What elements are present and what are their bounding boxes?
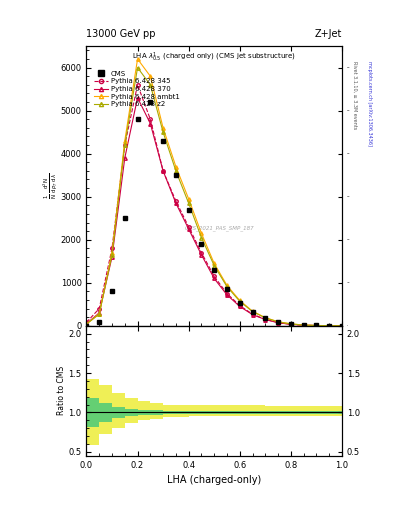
- Text: Rivet 3.1.10, ≥ 3.3M events: Rivet 3.1.10, ≥ 3.3M events: [352, 61, 357, 130]
- Text: LHA $\lambda^{1}_{0.5}$ (charged only) (CMS jet substructure): LHA $\lambda^{1}_{0.5}$ (charged only) (…: [132, 50, 296, 63]
- X-axis label: LHA (charged-only): LHA (charged-only): [167, 475, 261, 485]
- Text: mcplots.cern.ch [arXiv:1306.3436]: mcplots.cern.ch [arXiv:1306.3436]: [367, 61, 373, 146]
- Y-axis label: Ratio to CMS: Ratio to CMS: [57, 366, 66, 415]
- Text: Z+Jet: Z+Jet: [314, 29, 342, 39]
- Y-axis label: $\frac{1}{\mathrm{N}}\,\frac{\mathrm{d}^2\mathrm{N}}{\mathrm{d}\,p_T\,\mathrm{d}: $\frac{1}{\mathrm{N}}\,\frac{\mathrm{d}^…: [41, 173, 59, 199]
- Text: CMS_2021_PAS_SMP_187: CMS_2021_PAS_SMP_187: [184, 225, 254, 231]
- Legend: CMS, Pythia 6.428 345, Pythia 6.428 370, Pythia 6.428 ambt1, Pythia 6.428 z2: CMS, Pythia 6.428 345, Pythia 6.428 370,…: [92, 69, 181, 109]
- Text: 13000 GeV pp: 13000 GeV pp: [86, 29, 156, 39]
